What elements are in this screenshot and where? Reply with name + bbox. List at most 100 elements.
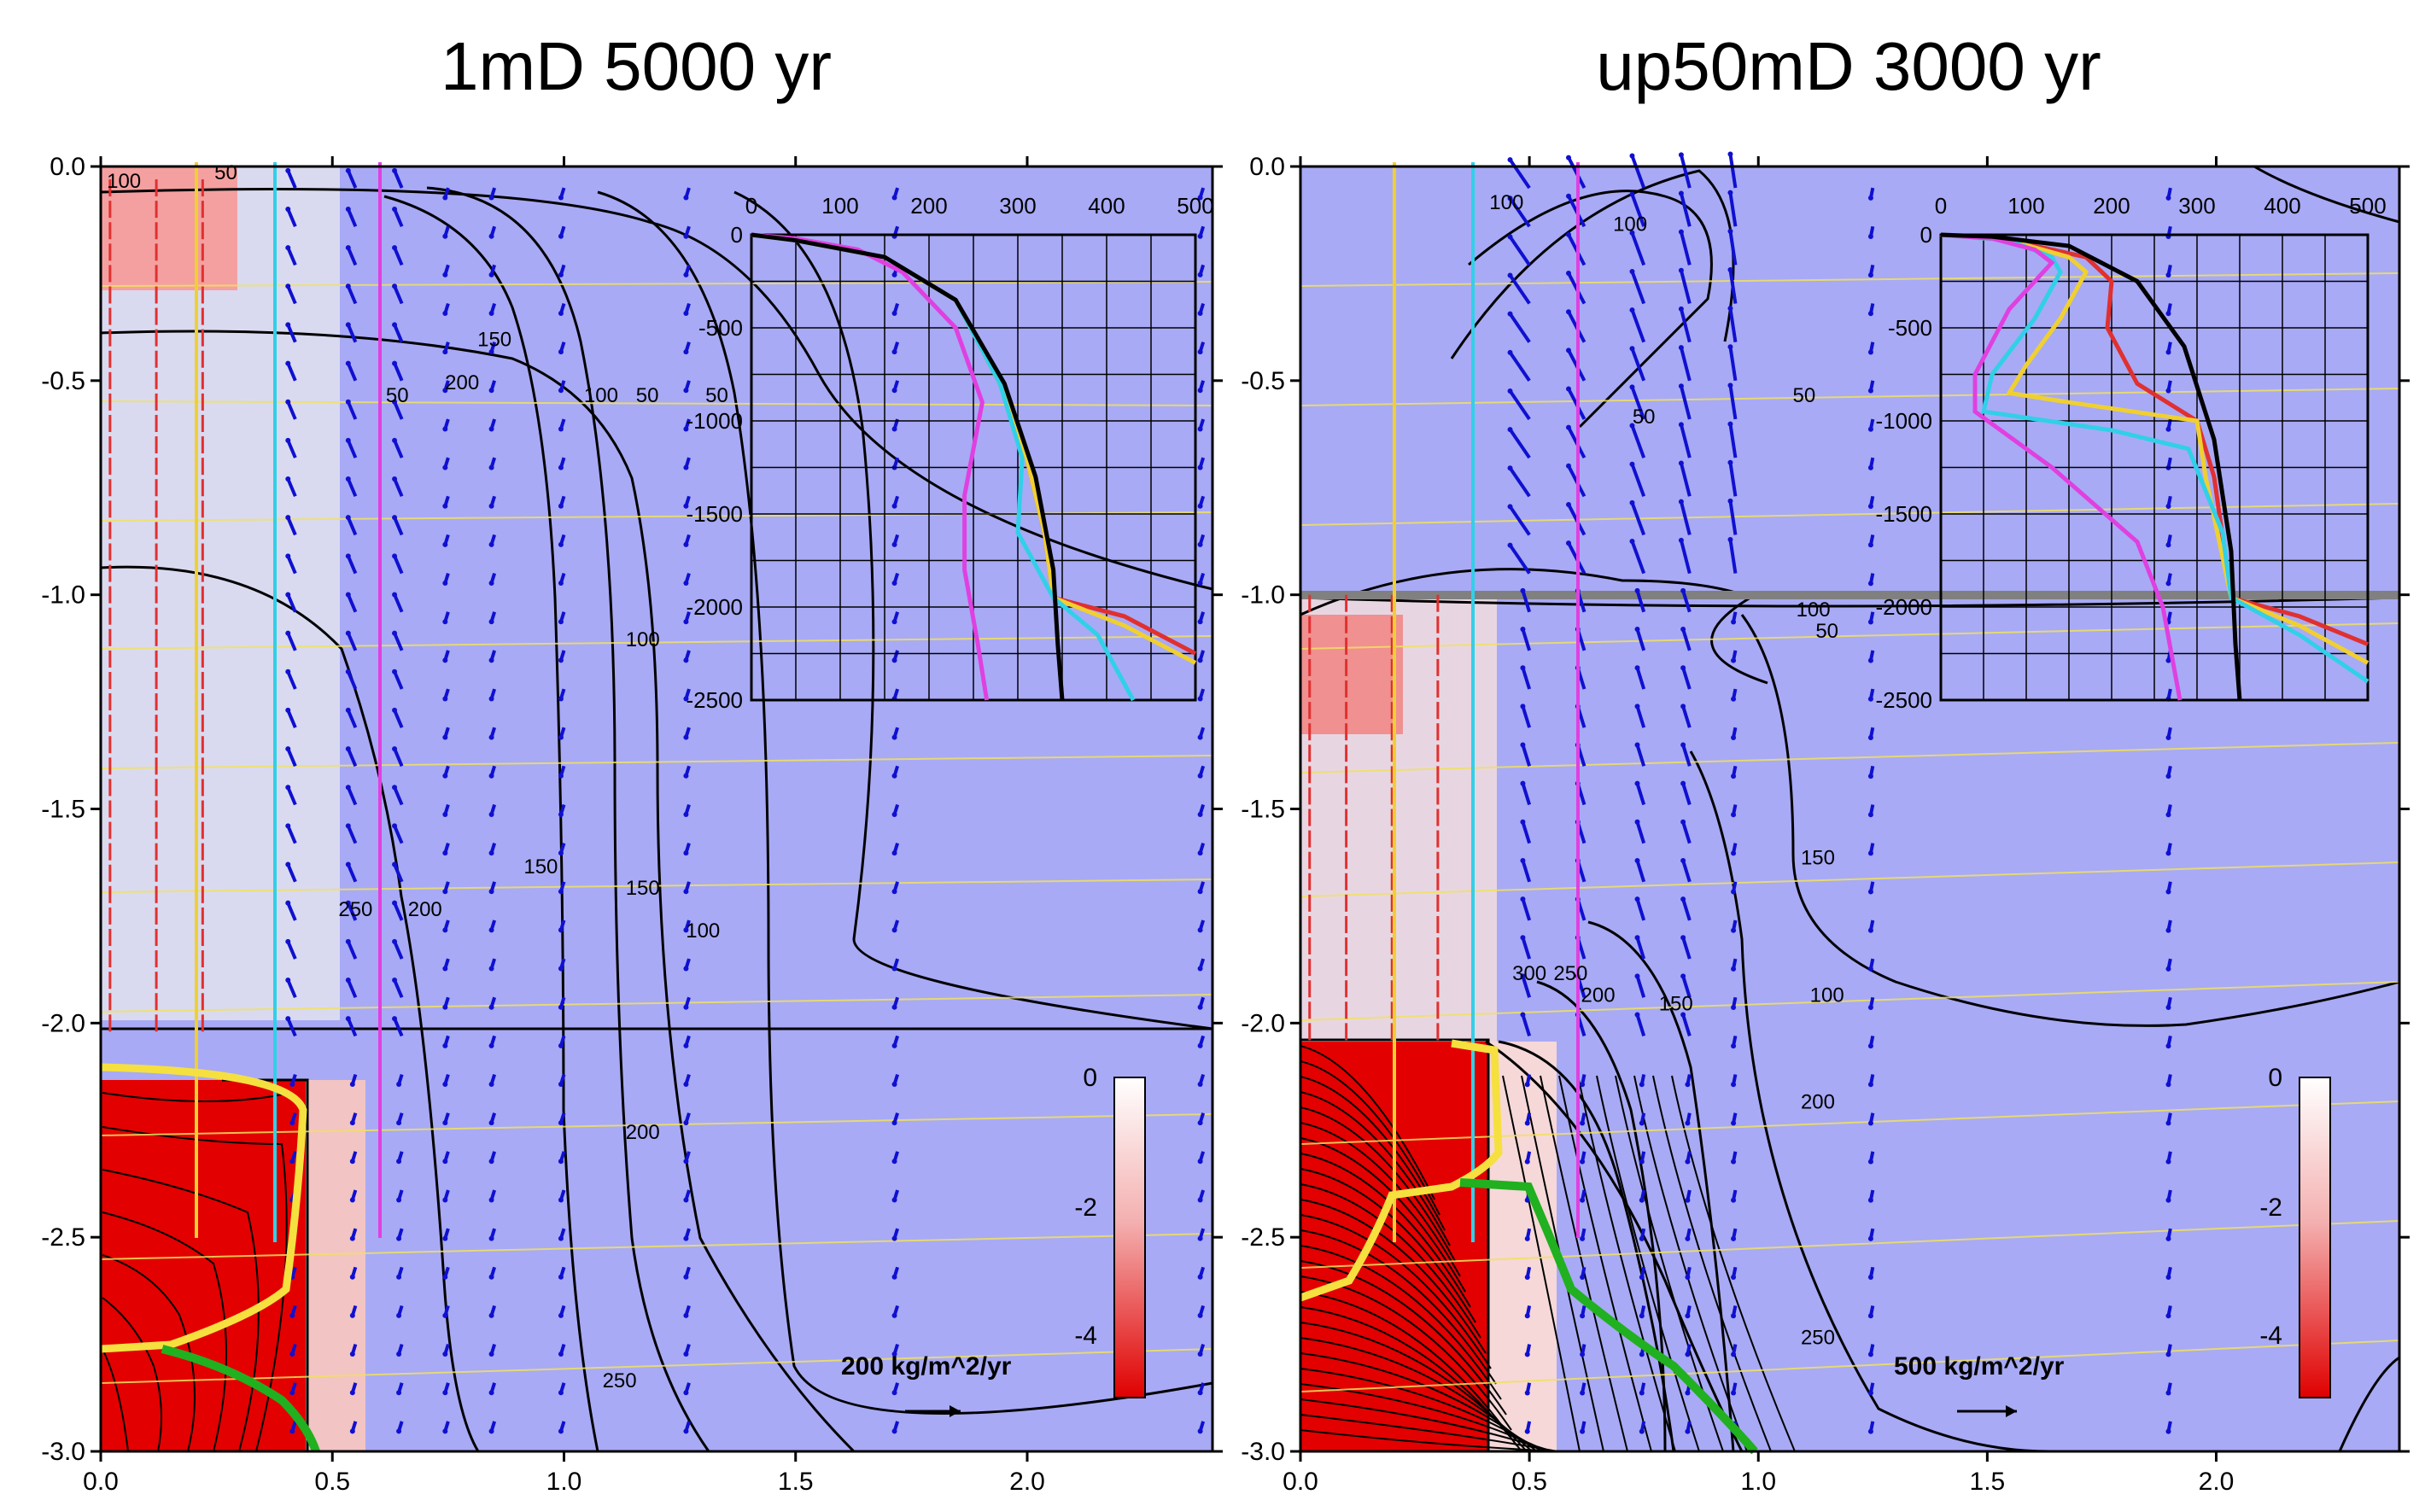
- flux-vector-head: [1680, 1012, 1686, 1018]
- flux-vector-head: [683, 541, 689, 547]
- flux-vector-head: [1197, 1159, 1203, 1165]
- flux-vector-head: [349, 1390, 355, 1396]
- inset-y-tick-label: -2000: [1876, 594, 1933, 620]
- flux-vector: [1508, 197, 1531, 228]
- flux-vector-head: [2165, 889, 2171, 895]
- flux-vector-head: [1507, 349, 1513, 355]
- flux-vector-head: [392, 823, 398, 829]
- flux-vector-head: [558, 233, 564, 239]
- flux-vector: [286, 979, 297, 999]
- flux-vector-head: [2165, 1082, 2171, 1088]
- flux-vector: [1679, 270, 1692, 305]
- flux-vector-head: [488, 581, 494, 587]
- flux-vector-head: [891, 773, 897, 779]
- flux-vector-head: [1197, 1428, 1203, 1434]
- flux-vector-head: [488, 811, 494, 817]
- y-axis: 0.0 -0.5 -1.0 -1.5 -2.0 -2.5 -3.0: [41, 153, 1223, 1466]
- flux-vector: [346, 362, 358, 382]
- flux-vector: [1728, 192, 1738, 227]
- flux-vector-head: [1634, 665, 1640, 671]
- flux-vector-head: [1727, 459, 1733, 465]
- flux-vector-head: [1731, 1082, 1737, 1088]
- inset-x-tick-label: 200: [910, 193, 947, 219]
- reservoir-contour: [1300, 1060, 1440, 1216]
- flux-vector-head: [683, 773, 689, 779]
- flux-vector-head: [558, 811, 564, 817]
- contour-labels: 100 50 50 150 200 100 50 50 100 150 150 100 200 250 20…: [107, 161, 728, 1392]
- flux-vector-head: [488, 619, 494, 625]
- flux-vector-head: [1197, 195, 1203, 201]
- yellow-front: [1299, 1039, 1503, 1302]
- flux-vector: [393, 670, 404, 690]
- yellow-front: [100, 1063, 307, 1353]
- flux-vector-head: [891, 1235, 897, 1241]
- flux-vector: [393, 632, 404, 651]
- flux-vector-head: [1524, 1120, 1530, 1126]
- flux-vector-head: [1197, 734, 1203, 740]
- flux-vector-head: [1867, 464, 1873, 470]
- flux-vector-head: [488, 927, 494, 933]
- reservoir-contour: [1300, 1045, 1435, 1200]
- flux-vector-head: [2165, 349, 2171, 355]
- flux-vector-head: [1634, 742, 1640, 748]
- reservoir-contour: [1300, 1383, 1548, 1452]
- flux-vector-head: [488, 734, 494, 740]
- flux-vector-head: [891, 388, 897, 394]
- flux-vector-head: [891, 581, 897, 587]
- flux-vector-head: [1520, 742, 1526, 748]
- flux-vector-head: [1566, 193, 1572, 199]
- flux-vector-head: [1520, 819, 1526, 825]
- flux-vector: [1508, 236, 1531, 266]
- panel-title: up50mD 3000 yr: [1596, 28, 2101, 104]
- x-tick-label: 0.0: [1283, 1468, 1318, 1496]
- flux-vector-head: [1520, 627, 1526, 633]
- flux-vector-head: [345, 360, 351, 366]
- flux-vector: [346, 941, 358, 960]
- inset-y-tick-label: -500: [698, 315, 743, 341]
- flux-vector-head: [2165, 1043, 2171, 1049]
- flux-vector-head: [1580, 1082, 1586, 1088]
- flux-vector-head: [2165, 1235, 2171, 1241]
- flux-vector-head: [683, 388, 689, 394]
- flux-vector-head: [1197, 233, 1203, 239]
- flux-vector-head: [891, 1274, 897, 1280]
- flux-vector-head: [1678, 306, 1684, 312]
- x-tick-label: 1.5: [778, 1468, 814, 1496]
- flux-vector-head: [1731, 1235, 1737, 1241]
- flux-vector-head: [1580, 1159, 1586, 1165]
- flux-vector-head: [442, 349, 448, 355]
- flux-vector-head: [1685, 1120, 1691, 1126]
- flux-vector: [286, 593, 297, 613]
- flux-vector-head: [1731, 927, 1737, 933]
- flux-vector-head: [1678, 229, 1684, 235]
- flux-vector-head: [1197, 1312, 1203, 1318]
- flux-vector-head: [392, 1016, 398, 1022]
- flux-vector-head: [1629, 461, 1635, 467]
- flux-vector-head: [683, 1351, 689, 1357]
- flux-vector-head: [1507, 157, 1513, 163]
- flux-vector-head: [1197, 1197, 1203, 1203]
- flux-vector-head: [683, 619, 689, 625]
- flux-vector-head: [442, 1159, 448, 1165]
- flux-vector-head: [1580, 1275, 1586, 1281]
- flux-vector-head: [442, 1428, 448, 1434]
- flux-vector-head: [891, 734, 897, 740]
- flux-vector: [1679, 308, 1692, 343]
- flux-vector-head: [2165, 850, 2171, 856]
- flux-vector: [286, 709, 297, 728]
- flux-vector-head: [683, 1004, 689, 1010]
- flux-vector-head: [558, 927, 564, 933]
- flux-vector-head: [345, 630, 351, 636]
- flux-vector-head: [289, 1312, 295, 1318]
- flux-vector-head: [1524, 1313, 1530, 1319]
- flux-vector-head: [683, 889, 689, 895]
- contour-label: 50: [1815, 620, 1838, 643]
- flux-vector: [393, 1018, 404, 1037]
- flux-vector-head: [1685, 1390, 1691, 1396]
- flux-vector: [286, 324, 297, 343]
- inset-y-tick-label: -1500: [1876, 501, 1933, 527]
- flux-vector: [1681, 937, 1692, 960]
- flux-vector-head: [1524, 1428, 1530, 1434]
- flux-vector-head: [1507, 196, 1513, 201]
